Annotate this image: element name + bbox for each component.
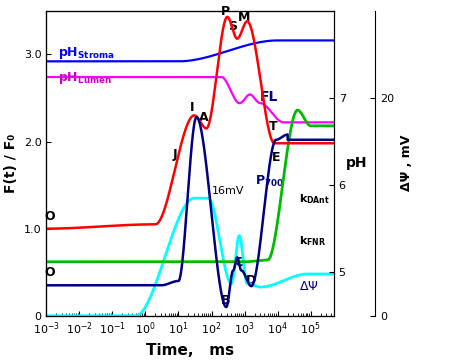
Text: P: P — [221, 5, 230, 18]
Text: S: S — [228, 21, 237, 33]
Text: J: J — [173, 148, 178, 161]
Text: I: I — [190, 101, 194, 114]
X-axis label: Time,   ms: Time, ms — [146, 343, 234, 358]
Text: pH$_{\mathbf{Stroma}}$: pH$_{\mathbf{Stroma}}$ — [58, 45, 114, 61]
Text: O: O — [45, 266, 55, 279]
Y-axis label: pH: pH — [346, 156, 368, 170]
Y-axis label: ΔΨ , mV: ΔΨ , mV — [400, 135, 413, 191]
Text: B: B — [221, 294, 231, 307]
Text: E: E — [272, 151, 280, 164]
Text: k$_{\mathbf{FNR}}$: k$_{\mathbf{FNR}}$ — [299, 234, 326, 248]
Text: A: A — [199, 111, 209, 124]
Text: FL: FL — [259, 90, 278, 104]
Text: P$_{\mathbf{700}}$: P$_{\mathbf{700}}$ — [255, 174, 284, 189]
Text: k$_{\mathbf{DAnt}}$: k$_{\mathbf{DAnt}}$ — [299, 193, 330, 206]
Text: O: O — [45, 210, 55, 223]
Text: 16mV: 16mV — [211, 186, 244, 196]
Y-axis label: F(t) / F₀: F(t) / F₀ — [4, 134, 18, 193]
Text: C: C — [235, 256, 244, 269]
Text: pH$_{\mathbf{Lumen}}$: pH$_{\mathbf{Lumen}}$ — [58, 70, 112, 85]
Text: M: M — [238, 11, 250, 24]
Text: D: D — [246, 274, 256, 287]
Text: $\Delta\Psi$: $\Delta\Psi$ — [299, 280, 319, 292]
Text: T: T — [269, 120, 277, 133]
